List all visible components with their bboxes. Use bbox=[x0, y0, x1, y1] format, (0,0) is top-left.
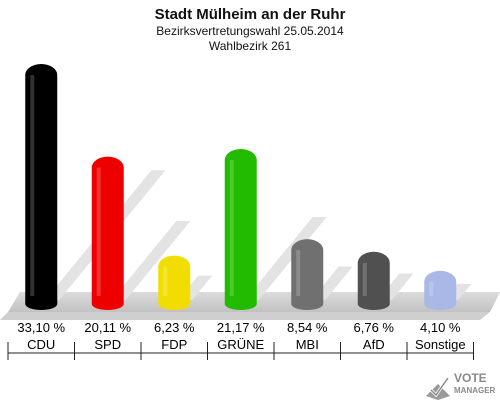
bar-highlight bbox=[296, 250, 301, 296]
bar-afd bbox=[357, 251, 390, 310]
category-label: AfD bbox=[363, 337, 385, 352]
category-label: Sonstige bbox=[415, 337, 466, 352]
category-label: CDU bbox=[27, 337, 55, 352]
bar-shadow bbox=[244, 216, 327, 300]
category-label: SPD bbox=[94, 337, 121, 352]
district-label: Wahlbezirk 261 bbox=[208, 39, 292, 53]
vote-manager-logo: VOTE MANAGER bbox=[426, 371, 496, 400]
ballot-check-icon bbox=[426, 377, 450, 400]
value-label: 6,23 % bbox=[154, 320, 195, 335]
logo-text-line1: VOTE bbox=[454, 371, 487, 385]
value-label: 6,76 % bbox=[354, 320, 395, 335]
bar-highlight bbox=[229, 160, 234, 296]
category-label: FDP bbox=[161, 337, 187, 352]
bar-body bbox=[424, 270, 457, 310]
bar-highlight bbox=[163, 266, 168, 296]
bar-cdu bbox=[25, 64, 58, 310]
bar-shadow bbox=[111, 221, 191, 300]
logo-text-line2: MANAGER bbox=[454, 386, 496, 395]
bar-highlight bbox=[96, 167, 101, 296]
bar-sonstige bbox=[424, 270, 457, 310]
bar-spd bbox=[91, 156, 124, 310]
bar-body bbox=[91, 156, 124, 310]
chart-title: Stadt Mülheim an der Ruhr bbox=[154, 6, 346, 23]
value-label: 8,54 % bbox=[287, 320, 328, 335]
category-label: MBI bbox=[296, 337, 319, 352]
bar-highlight bbox=[429, 281, 434, 296]
bar-fdp bbox=[158, 255, 191, 310]
bar-grüne bbox=[224, 149, 257, 310]
bar-body bbox=[291, 239, 324, 310]
value-label: 20,11 % bbox=[84, 320, 131, 335]
category-label: GRÜNE bbox=[217, 337, 264, 352]
chart-subtitle: Bezirksvertretungswahl 25.05.2014 bbox=[156, 24, 344, 38]
bar-body bbox=[158, 255, 191, 310]
value-label: 21,17 % bbox=[217, 320, 265, 335]
chart-floor bbox=[0, 312, 490, 320]
bar-mbi bbox=[291, 239, 324, 310]
value-label: 33,10 % bbox=[17, 320, 65, 335]
bar-body bbox=[357, 251, 390, 310]
bar-highlight bbox=[30, 75, 35, 296]
value-label: 4,10 % bbox=[420, 320, 461, 335]
bar-body bbox=[25, 64, 58, 310]
bar-body bbox=[224, 149, 257, 310]
bar-highlight bbox=[362, 262, 367, 296]
